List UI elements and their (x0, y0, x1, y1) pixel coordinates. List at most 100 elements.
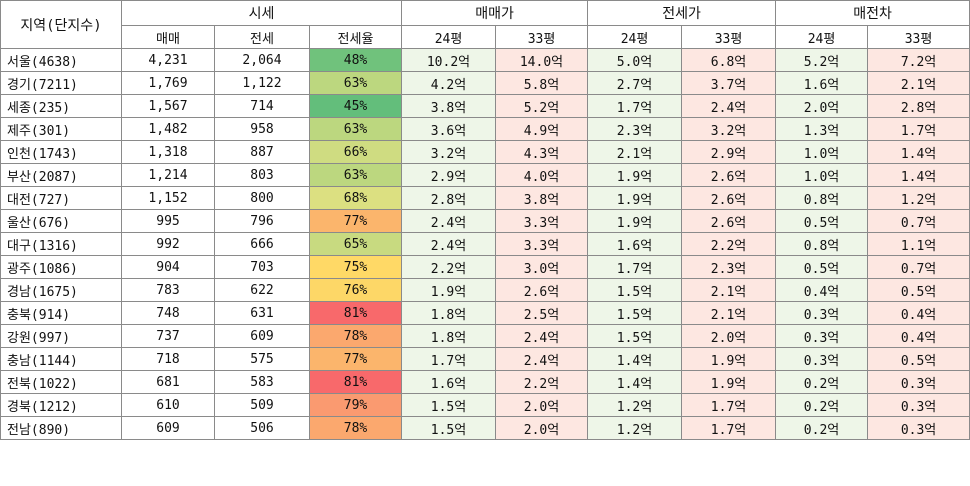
sale-price-24-cell: 1.8억 (401, 301, 496, 325)
market-sale-cell: 681 (121, 370, 215, 394)
gap-33-cell: 2.1억 (867, 71, 970, 95)
gap-24-cell: 0.3억 (775, 301, 869, 325)
region-cell: 부산(2087) (0, 163, 122, 187)
jeonse-ratio-cell: 68% (309, 186, 402, 210)
jeonse-subheader: 전세 (214, 25, 310, 49)
jeonse-price-24-cell: 5.0억 (587, 48, 683, 72)
sale-price-33-cell: 2.0억 (494, 416, 589, 440)
sale-price-33-cell: 14.0억 (494, 48, 589, 72)
region-cell: 충남(1144) (0, 347, 122, 371)
market-jeonse-cell: 666 (214, 232, 310, 256)
market-sale-cell: 992 (121, 232, 215, 256)
gap-33-cell: 1.4억 (867, 140, 970, 164)
jeonse-price-33-cell: 2.3억 (681, 255, 777, 279)
market-group-header: 시세 (121, 0, 402, 26)
region-cell: 서울(4638) (0, 48, 122, 72)
region-cell: 전남(890) (0, 416, 122, 440)
gap-33-cell: 1.2억 (867, 186, 970, 210)
table-row: 강원(997) 737 609 78% 1.8억 2.4억 1.5억 2.0억 0.3억 0.4억 (0, 324, 970, 348)
sale-price-33-cell: 5.2억 (494, 94, 589, 118)
gap-33-cell: 0.4억 (867, 301, 970, 325)
jeonse-group-header: 전세가 (587, 0, 777, 26)
gap-24-cell: 0.3억 (775, 347, 869, 371)
market-sale-cell: 1,152 (121, 186, 215, 210)
sale-price-24-cell: 2.9억 (401, 163, 496, 187)
table-row: 울산(676) 995 796 77% 2.4억 3.3억 1.9억 2.6억 0.5억 0.7억 (0, 209, 970, 233)
gap-33-cell: 0.5억 (867, 347, 970, 371)
table-row: 전북(1022) 681 583 81% 1.6억 2.2억 1.4억 1.9억 0.2억 0.3… (0, 370, 970, 394)
market-sale-cell: 609 (121, 416, 215, 440)
table-row: 부산(2087) 1,214 803 63% 2.9억 4.0억 1.9억 2.6억 1.0억 1… (0, 163, 970, 187)
market-jeonse-cell: 2,064 (214, 48, 310, 72)
table-row: 제주(301) 1,482 958 63% 3.6억 4.9억 2.3억 3.2억 1.3억 1.… (0, 117, 970, 141)
gap-33-cell: 1.1억 (867, 232, 970, 256)
region-cell: 세종(235) (0, 94, 122, 118)
market-jeonse-cell: 622 (214, 278, 310, 302)
table-body: 서울(4638) 4,231 2,064 48% 10.2억 14.0억 5.0억 6.8억 5… (0, 48, 970, 440)
sale-price-24-cell: 2.2억 (401, 255, 496, 279)
market-jeonse-cell: 506 (214, 416, 310, 440)
jeonse-ratio-cell: 75% (309, 255, 402, 279)
market-jeonse-cell: 703 (214, 255, 310, 279)
jeonse-ratio-cell: 66% (309, 140, 402, 164)
jeonse-price-33-cell: 1.7억 (681, 393, 777, 417)
sale-price-24-cell: 1.7억 (401, 347, 496, 371)
region-cell: 대구(1316) (0, 232, 122, 256)
table-row: 대구(1316) 992 666 65% 2.4억 3.3억 1.6억 2.2억 0.8억 1.1… (0, 232, 970, 256)
sale-subheader: 매매 (121, 25, 215, 49)
gap-24-cell: 0.2억 (775, 370, 869, 394)
jeonse-price-33-cell: 2.0억 (681, 324, 777, 348)
table-row: 충북(914) 748 631 81% 1.8억 2.5억 1.5억 2.1억 0.3억 0.4억 (0, 301, 970, 325)
market-jeonse-cell: 958 (214, 117, 310, 141)
sale-price-24-cell: 2.4억 (401, 232, 496, 256)
region-cell: 강원(997) (0, 324, 122, 348)
gap-24-cell: 5.2억 (775, 48, 869, 72)
jeonse-price-33-cell: 2.6억 (681, 163, 777, 187)
sale-price-33-cell: 3.0억 (494, 255, 589, 279)
gap-33-cell: 0.3억 (867, 416, 970, 440)
sale-24-subheader: 24평 (401, 25, 496, 49)
sale-price-24-cell: 1.5억 (401, 393, 496, 417)
region-cell: 광주(1086) (0, 255, 122, 279)
jeonse-price-24-cell: 1.2억 (587, 416, 683, 440)
jeonse-price-33-cell: 2.4억 (681, 94, 777, 118)
jeonse-price-33-cell: 2.9억 (681, 140, 777, 164)
jeonse-ratio-cell: 81% (309, 370, 402, 394)
gap-24-cell: 0.8억 (775, 186, 869, 210)
table-row: 경기(7211) 1,769 1,122 63% 4.2억 5.8억 2.7억 3.7억 1.6… (0, 71, 970, 95)
market-jeonse-cell: 575 (214, 347, 310, 371)
market-jeonse-cell: 800 (214, 186, 310, 210)
jeonse-price-33-cell: 1.9억 (681, 347, 777, 371)
gap-33-cell: 1.7억 (867, 117, 970, 141)
sale-price-33-cell: 4.9억 (494, 117, 589, 141)
jeonse-price-24-cell: 2.7억 (587, 71, 683, 95)
gap-24-cell: 0.2억 (775, 393, 869, 417)
jeonse-price-24-cell: 1.2억 (587, 393, 683, 417)
jeonse-price-24-cell: 1.9억 (587, 209, 683, 233)
jeonse-price-33-cell: 2.2억 (681, 232, 777, 256)
jeonse-ratio-cell: 45% (309, 94, 402, 118)
sale-price-33-cell: 2.5억 (494, 301, 589, 325)
sale-price-33-cell: 3.3억 (494, 232, 589, 256)
jeonse-33-subheader: 33평 (681, 25, 777, 49)
jeonse-ratio-cell: 81% (309, 301, 402, 325)
gap-24-cell: 2.0억 (775, 94, 869, 118)
sale-price-24-cell: 1.6억 (401, 370, 496, 394)
jeonse-price-33-cell: 3.2억 (681, 117, 777, 141)
market-jeonse-cell: 609 (214, 324, 310, 348)
sale-price-33-cell: 4.3억 (494, 140, 589, 164)
gap-24-subheader: 24평 (775, 25, 869, 49)
gap-24-cell: 1.0억 (775, 163, 869, 187)
region-cell: 경기(7211) (0, 71, 122, 95)
sale-price-33-cell: 3.3억 (494, 209, 589, 233)
jeonse-ratio-cell: 63% (309, 163, 402, 187)
market-sale-cell: 718 (121, 347, 215, 371)
jeonse-price-24-cell: 1.4억 (587, 370, 683, 394)
gap-24-cell: 0.8억 (775, 232, 869, 256)
jeonse-price-24-cell: 1.9억 (587, 163, 683, 187)
market-jeonse-cell: 509 (214, 393, 310, 417)
jeonse-ratio-cell: 76% (309, 278, 402, 302)
market-jeonse-cell: 583 (214, 370, 310, 394)
market-sale-cell: 737 (121, 324, 215, 348)
market-sale-cell: 4,231 (121, 48, 215, 72)
